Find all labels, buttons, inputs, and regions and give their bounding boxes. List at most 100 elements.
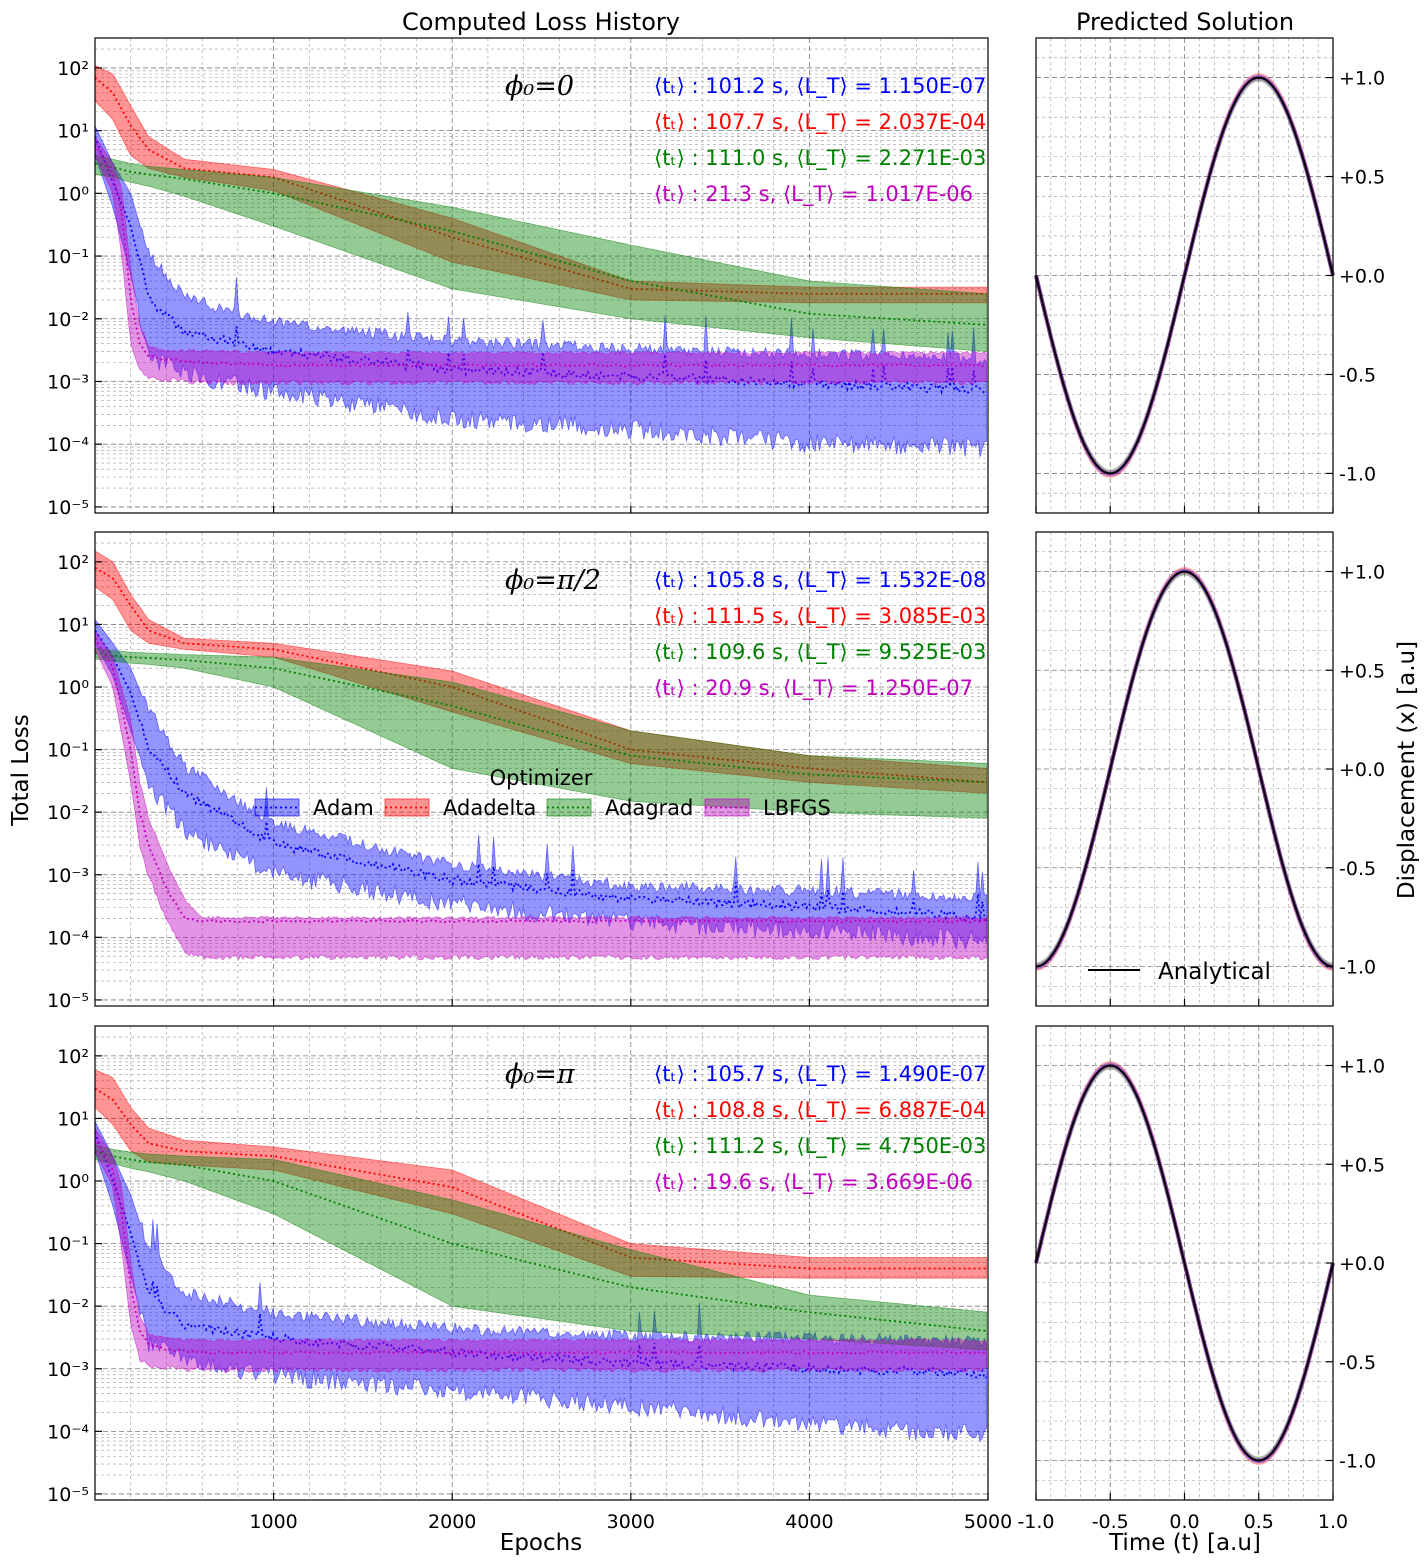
band-lbfgs <box>95 1127 987 1374</box>
annotation-lbfgs: ⟨tₜ⟩ : 19.6 s, ⟨L_T⟩ = 3.669E-06 <box>654 1170 973 1195</box>
annotation-adagrad: ⟨tₜ⟩ : 111.0 s, ⟨L_T⟩ = 2.271E-03 <box>654 146 986 171</box>
y-tick-label: +1.0 <box>1339 562 1385 584</box>
mean-line-lbfgs <box>95 144 987 368</box>
y-tick-label: 10⁻⁴ <box>47 927 89 949</box>
loss-panel-2: 10⁻⁵ 10⁻⁴ 10⁻³ 10⁻² 10⁻¹ 10⁰ 10¹ 10² 1000 2000 300… <box>47 1025 1012 1533</box>
band-adam <box>95 1121 987 1443</box>
mean-line-adadelta <box>95 1087 987 1270</box>
left-x-label: Epochs <box>500 1530 582 1556</box>
y-tick-label: 10⁻² <box>47 1296 89 1318</box>
y-tick-label: 10⁻⁵ <box>47 990 89 1012</box>
band-adam <box>95 125 987 458</box>
y-tick-label: -0.5 <box>1339 364 1376 386</box>
y-tick-label: -1.0 <box>1339 1451 1376 1473</box>
annotation-adam: ⟨tₜ⟩ : 101.2 s, ⟨L_T⟩ = 1.150E-07 <box>654 74 986 99</box>
annotation-lbfgs: ⟨tₜ⟩ : 20.9 s, ⟨L_T⟩ = 1.250E-07 <box>654 676 973 701</box>
y-tick-label: +0.5 <box>1339 1154 1385 1176</box>
band-adagrad <box>95 155 987 352</box>
y-tick-label: 10⁰ <box>57 183 89 205</box>
legend-title: Optimizer <box>490 766 593 790</box>
solution-panel-0: -1.0 -0.5 +0.0 +0.5 +1.0 <box>1034 37 1385 514</box>
y-tick-label: 10⁻⁴ <box>47 434 89 456</box>
mean-line-adam <box>95 136 987 396</box>
series-layer <box>95 550 988 961</box>
annotation-adagrad: ⟨tₜ⟩ : 111.2 s, ⟨L_T⟩ = 4.750E-03 <box>654 1134 986 1159</box>
band-lbfgs <box>95 629 987 961</box>
y-tick-label: +0.0 <box>1339 759 1385 781</box>
y-tick-label: -0.5 <box>1339 858 1376 880</box>
y-tick-label: 10² <box>57 552 89 574</box>
y-tick-label: 10² <box>57 58 89 80</box>
annotation-adam: ⟨tₜ⟩ : 105.8 s, ⟨L_T⟩ = 1.532E-08 <box>654 568 986 593</box>
y-tick-label: +0.5 <box>1339 660 1385 682</box>
x-tick-label: 2000 <box>428 1511 476 1533</box>
annotation-lbfgs: ⟨tₜ⟩ : 21.3 s, ⟨L_T⟩ = 1.017E-06 <box>654 182 973 207</box>
mean-line-adam <box>95 630 988 923</box>
y-tick-label: 10⁻⁴ <box>47 1421 89 1443</box>
y-tick-label: 10¹ <box>57 1108 89 1130</box>
mean-line-adagrad <box>95 162 987 326</box>
phase-label: ϕ₀=π/2 <box>505 565 601 596</box>
annotation-adagrad: ⟨tₜ⟩ : 109.6 s, ⟨L_T⟩ = 9.525E-03 <box>654 640 986 665</box>
y-tick-label: 10⁻¹ <box>47 740 89 762</box>
x-tick-label: 4000 <box>785 1511 833 1533</box>
legend-label-adadelta: Adadelta <box>443 796 536 820</box>
mean-line-lbfgs <box>95 1136 987 1355</box>
y-tick-label: -1.0 <box>1339 957 1376 979</box>
y-tick-label: +0.0 <box>1339 1253 1385 1275</box>
loss-panel-1: 10⁻⁵ 10⁻⁴ 10⁻³ 10⁻² 10⁻¹ 10⁰ 10¹ 10² ϕ₀=π/2 ⟨tₜ⟩ … <box>47 531 989 1012</box>
phase-label: ϕ₀=π <box>505 1059 576 1090</box>
y-tick-label: 10² <box>57 1046 89 1068</box>
phase-label: ϕ₀=0 <box>505 71 574 102</box>
y-tick-label: 10⁻² <box>47 802 89 824</box>
y-tick-label: +1.0 <box>1339 68 1385 90</box>
analytical-legend: Analytical <box>1088 959 1271 985</box>
annotation-adam: ⟨tₜ⟩ : 105.7 s, ⟨L_T⟩ = 1.490E-07 <box>654 1062 986 1087</box>
y-tick-label: 10⁻² <box>47 309 89 331</box>
x-tick-label: 5000 <box>964 1511 1012 1533</box>
legend-label-adagrad: Adagrad <box>605 796 693 820</box>
y-tick-label: 10⁰ <box>57 677 89 699</box>
annotation-adadelta: ⟨tₜ⟩ : 111.5 s, ⟨L_T⟩ = 3.085E-03 <box>654 604 986 629</box>
y-tick-label: 10⁻³ <box>47 1359 89 1381</box>
y-tick-label: 10⁻⁵ <box>47 497 89 519</box>
y-tick-label: +0.5 <box>1339 167 1385 189</box>
loss-panel-0: 10⁻⁵ 10⁻⁴ 10⁻³ 10⁻² 10⁻¹ 10⁰ 10¹ 10² ϕ₀=0 ⟨tₜ⟩ : … <box>47 37 989 519</box>
right-title: Predicted Solution <box>1076 8 1294 36</box>
series-layer <box>95 1069 988 1443</box>
x-tick-label: 1000 <box>249 1511 297 1533</box>
analytical-line <box>1035 1064 1334 1462</box>
x-tick-label: -1.0 <box>1017 1511 1054 1533</box>
solution-panel-1: -1.0 -0.5 +0.0 +0.5 +1.0 <box>1035 531 1385 1007</box>
legend-label-lbfgs: LBFGS <box>763 796 831 820</box>
annotation-adadelta: ⟨tₜ⟩ : 108.8 s, ⟨L_T⟩ = 6.887E-04 <box>654 1098 986 1123</box>
band-adadelta <box>95 1069 987 1279</box>
x-tick-label: 1.0 <box>1318 1511 1348 1533</box>
band-lbfgs <box>95 135 987 386</box>
y-tick-label: 10⁻⁵ <box>47 1484 89 1506</box>
right-x-label: Time (t) [a.u] <box>1108 1530 1261 1556</box>
optimizer-legend: Optimizer Adam Adadelta Adagrad LBFGS <box>254 766 831 820</box>
analytical-line <box>1035 76 1334 475</box>
left-y-label: Total Loss <box>8 714 34 826</box>
analytical-legend-label: Analytical <box>1158 959 1271 985</box>
right-y-label: Displacement (x) [a.u] <box>1394 641 1420 899</box>
mean-line-lbfgs <box>95 637 988 924</box>
y-tick-label: 10⁻³ <box>47 865 89 887</box>
solution-panel-2: -1.0 -0.5 +0.0 +0.5 +1.0 -1.0 -0.5 0.0 0.5 1.0 <box>1017 1025 1385 1533</box>
y-tick-label: -0.5 <box>1339 1352 1376 1374</box>
band-adagrad <box>95 647 987 819</box>
mean-line-adadelta <box>95 567 987 784</box>
x-tick-label: 0.0 <box>1169 1511 1199 1533</box>
series-layer <box>95 64 987 458</box>
axes-frame <box>94 531 989 1007</box>
y-tick-label: -1.0 <box>1339 463 1376 485</box>
y-tick-label: +1.0 <box>1339 1056 1385 1078</box>
y-tick-label: 10¹ <box>57 121 89 143</box>
y-tick-label: +0.0 <box>1339 266 1385 288</box>
left-title: Computed Loss History <box>402 8 680 36</box>
mean-line-adagrad <box>95 1150 987 1332</box>
axes-frame <box>94 1025 989 1501</box>
y-tick-label: 10⁻¹ <box>47 246 89 268</box>
